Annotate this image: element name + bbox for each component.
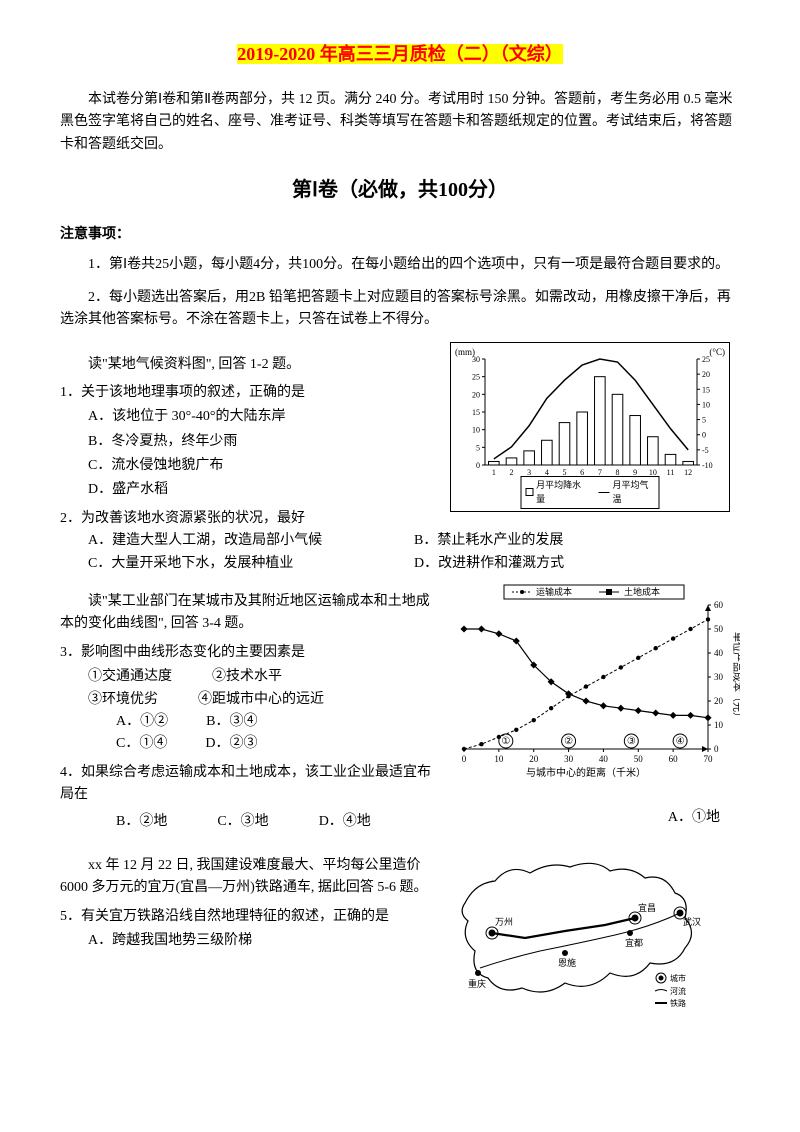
map-figure: 万州 宜昌 武汉 宜都 恩施 重庆 城市 河流 铁路 bbox=[450, 843, 710, 1023]
left-unit: (mm) bbox=[455, 345, 475, 359]
q3-f1: ①交通通达度 bbox=[88, 666, 172, 688]
q1-stem: 1．关于该地地理事项的叙述，正确的是 bbox=[60, 382, 440, 404]
q3-opt-a: A．①② bbox=[116, 711, 168, 733]
chart2-svg: 运输成本土地成本0102030405060700102030405060与城市中… bbox=[454, 583, 740, 779]
svg-text:0: 0 bbox=[714, 744, 719, 754]
svg-text:50: 50 bbox=[714, 624, 724, 634]
svg-text:①: ① bbox=[501, 736, 510, 747]
q2-opt-b: B．禁止耗水产业的发展 bbox=[414, 530, 563, 552]
svg-text:与城市中心的距离（千米）: 与城市中心的距离（千米） bbox=[526, 766, 646, 779]
q4-stem: 4．如果综合考虑运输成本和土地成本，该工业企业最适宜布局在 bbox=[60, 762, 440, 807]
q1-opt-c: C．流水侵蚀地貌广布 bbox=[88, 455, 440, 477]
svg-text:-10: -10 bbox=[702, 461, 713, 470]
q3-opt-b: B．③④ bbox=[206, 711, 257, 733]
q5-opt-a: A．跨越我国地势三级阶梯 bbox=[88, 930, 440, 952]
city-wanzhou: 万州 bbox=[495, 917, 513, 927]
svg-text:铁路: 铁路 bbox=[670, 998, 686, 1008]
svg-text:②: ② bbox=[564, 736, 573, 747]
city-wuhan: 武汉 bbox=[683, 916, 701, 927]
svg-text:60: 60 bbox=[669, 754, 679, 764]
svg-text:70: 70 bbox=[704, 754, 714, 764]
svg-text:1: 1 bbox=[492, 468, 496, 477]
svg-text:30: 30 bbox=[564, 754, 574, 764]
svg-text:0: 0 bbox=[476, 461, 480, 470]
svg-text:10: 10 bbox=[472, 425, 480, 434]
svg-text:10: 10 bbox=[714, 720, 724, 730]
svg-text:10: 10 bbox=[702, 400, 710, 409]
svg-text:25: 25 bbox=[472, 372, 480, 381]
legend-temp: 月平均气温 bbox=[613, 478, 655, 507]
q3-f2: ②技术水平 bbox=[212, 666, 282, 688]
intro-paragraph: 本试卷分第Ⅰ卷和第Ⅱ卷两部分，共 12 页。满分 240 分。考试用时 150 … bbox=[60, 89, 740, 156]
q2-opt-a: A．建造大型人工湖，改造局部小气候 bbox=[88, 530, 414, 552]
svg-text:单位产品成本（元）: 单位产品成本（元） bbox=[731, 632, 740, 722]
svg-text:0: 0 bbox=[462, 754, 467, 764]
chart1-legend: 月平均降水量 月平均气温 bbox=[521, 476, 660, 509]
svg-text:11: 11 bbox=[667, 468, 675, 477]
q3-f3: ③环境优劣 bbox=[88, 689, 158, 711]
svg-text:40: 40 bbox=[599, 754, 609, 764]
climate-chart: (mm) (°C) 051015202530-10-50510152025123… bbox=[450, 342, 730, 512]
svg-text:20: 20 bbox=[702, 370, 710, 379]
svg-text:50: 50 bbox=[634, 754, 644, 764]
svg-text:土地成本: 土地成本 bbox=[624, 586, 660, 597]
city-yichang: 宜昌 bbox=[638, 902, 656, 913]
q4-opt-d: D．④地 bbox=[319, 811, 371, 833]
q2-opt-c: C．大量开采地下水，发展种植业 bbox=[88, 553, 414, 575]
section-title: 第Ⅰ卷（必做，共100分） bbox=[60, 174, 740, 206]
q34-intro: 读"某工业部门在某城市及其附近地区运输成本和土地成本的变化曲线图", 回答 3-… bbox=[60, 591, 440, 636]
q1-opt-b: B．冬冷夏热，终年少雨 bbox=[88, 431, 440, 453]
legend-precip: 月平均降水量 bbox=[536, 478, 586, 507]
svg-text:③: ③ bbox=[627, 736, 636, 747]
svg-text:河流: 河流 bbox=[670, 986, 686, 996]
notice-label: 注意事项： bbox=[60, 224, 740, 246]
svg-text:40: 40 bbox=[714, 648, 724, 658]
q12-intro: 读"某地气候资料图", 回答 1-2 题。 bbox=[60, 354, 440, 376]
q1-opt-d: D．盛产水稻 bbox=[88, 479, 440, 501]
svg-text:城市: 城市 bbox=[670, 973, 686, 983]
q3-f4: ④距城市中心的远近 bbox=[198, 689, 324, 711]
svg-text:15: 15 bbox=[472, 408, 480, 417]
svg-text:10: 10 bbox=[494, 754, 504, 764]
svg-text:20: 20 bbox=[472, 390, 480, 399]
q4-opt-b: B．②地 bbox=[116, 811, 167, 833]
svg-text:20: 20 bbox=[714, 696, 724, 706]
notice-1: 1．第Ⅰ卷共25小题，每小题4分，共100分。在每小题给出的四个选项中，只有一项… bbox=[60, 254, 740, 276]
q2-stem: 2．为改善该地水资源紧张的状况，最好 bbox=[60, 508, 440, 530]
chart1-svg: 051015202530-10-505101520251234567891011… bbox=[459, 349, 723, 489]
right-unit: (°C) bbox=[709, 345, 725, 359]
q3-opt-d: D．②③ bbox=[205, 733, 257, 755]
q1-opt-a: A．该地位于 30°-40°的大陆东岸 bbox=[88, 406, 440, 428]
svg-text:运输成本: 运输成本 bbox=[536, 586, 572, 597]
svg-text:30: 30 bbox=[714, 672, 724, 682]
cost-chart: 运输成本土地成本0102030405060700102030405060与城市中… bbox=[450, 579, 740, 779]
title-text: 2019-2020 年高三三月质检（二）（文综） bbox=[237, 44, 563, 64]
city-yidu: 宜都 bbox=[625, 937, 643, 948]
q3-stem: 3．影响图中曲线形态变化的主要因素是 bbox=[60, 642, 440, 664]
svg-text:12: 12 bbox=[684, 468, 692, 477]
city-enshi: 恩施 bbox=[558, 957, 576, 968]
page-title: 2019-2020 年高三三月质检（二）（文综） bbox=[60, 40, 740, 69]
svg-text:2: 2 bbox=[510, 468, 514, 477]
svg-text:④: ④ bbox=[676, 736, 685, 747]
q3-opt-c: C．①④ bbox=[116, 733, 167, 755]
svg-text:20: 20 bbox=[529, 754, 539, 764]
svg-text:60: 60 bbox=[714, 600, 724, 610]
q5-stem: 5．有关宜万铁路沿线自然地理特征的叙述，正确的是 bbox=[60, 906, 440, 928]
svg-text:-5: -5 bbox=[702, 445, 709, 454]
notice-2: 2．每小题选出答案后，用2B 铅笔把答题卡上对应题目的答案标号涂黑。如需改动，用… bbox=[60, 287, 740, 332]
svg-text:5: 5 bbox=[476, 443, 480, 452]
q4-opt-a: A．①地 bbox=[668, 807, 720, 829]
map-svg: 万州 宜昌 武汉 宜都 恩施 重庆 城市 河流 铁路 bbox=[450, 843, 710, 1023]
q4-opt-c: C．③地 bbox=[217, 811, 268, 833]
q56-intro: xx 年 12 月 22 日, 我国建设难度最大、平均每公里造价6000 多万元… bbox=[60, 855, 440, 900]
q2-opt-d: D．改进耕作和灌溉方式 bbox=[414, 553, 564, 575]
svg-text:5: 5 bbox=[702, 415, 706, 424]
city-chongqing: 重庆 bbox=[468, 978, 486, 989]
svg-text:15: 15 bbox=[702, 385, 710, 394]
svg-text:0: 0 bbox=[702, 430, 706, 439]
